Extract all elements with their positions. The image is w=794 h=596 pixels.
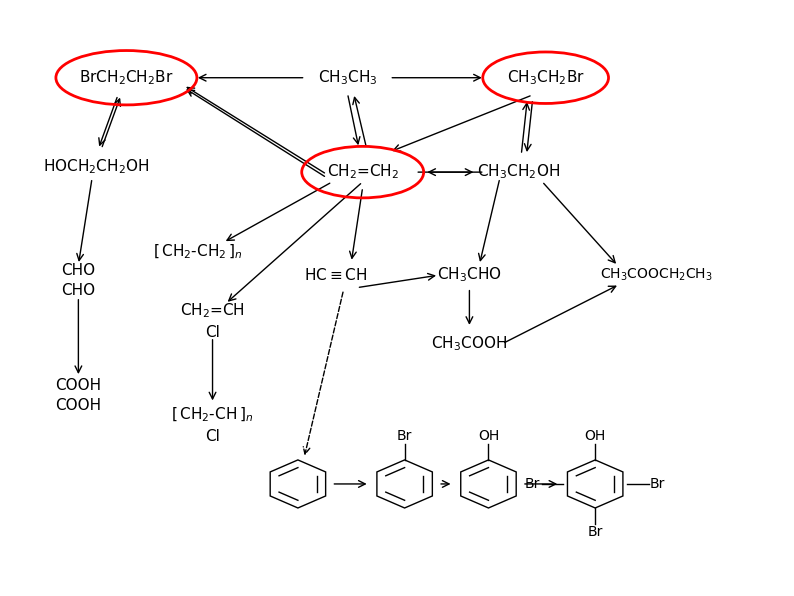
Text: [$\,$CH$_2$-CH$\,$]$_n$
Cl: [$\,$CH$_2$-CH$\,$]$_n$ Cl	[172, 406, 253, 444]
Text: Br: Br	[650, 477, 665, 491]
Text: CH$_3$CH$_2$Br: CH$_3$CH$_2$Br	[507, 69, 584, 87]
Text: COOH
COOH: COOH COOH	[56, 378, 102, 412]
Text: CH$_3$CH$_2$OH: CH$_3$CH$_2$OH	[477, 163, 561, 181]
Text: Br: Br	[588, 525, 603, 539]
Text: OH: OH	[584, 429, 606, 443]
Text: CHO
CHO: CHO CHO	[61, 263, 95, 298]
Text: CH$_3$COOH: CH$_3$COOH	[431, 334, 507, 353]
Text: Br: Br	[397, 429, 412, 443]
Text: Br: Br	[525, 477, 540, 491]
Text: CH$_3$CHO: CH$_3$CHO	[437, 266, 502, 284]
Text: CH$_3$CH$_3$: CH$_3$CH$_3$	[318, 69, 377, 87]
Text: BrCH$_2$CH$_2$Br: BrCH$_2$CH$_2$Br	[79, 69, 174, 87]
Text: CH$_2$=CH$_2$: CH$_2$=CH$_2$	[326, 163, 399, 181]
Text: [$\,$CH$_2$-CH$_2$$\,$]$_n$: [$\,$CH$_2$-CH$_2$$\,$]$_n$	[152, 243, 242, 262]
Text: HOCH$_2$CH$_2$OH: HOCH$_2$CH$_2$OH	[43, 157, 149, 176]
Text: CH$_3$COOCH$_2$CH$_3$: CH$_3$COOCH$_2$CH$_3$	[599, 267, 712, 283]
Text: CH$_2$=CH
Cl: CH$_2$=CH Cl	[180, 302, 245, 340]
Text: HC$\equiv$CH: HC$\equiv$CH	[304, 267, 368, 283]
Text: OH: OH	[478, 429, 499, 443]
